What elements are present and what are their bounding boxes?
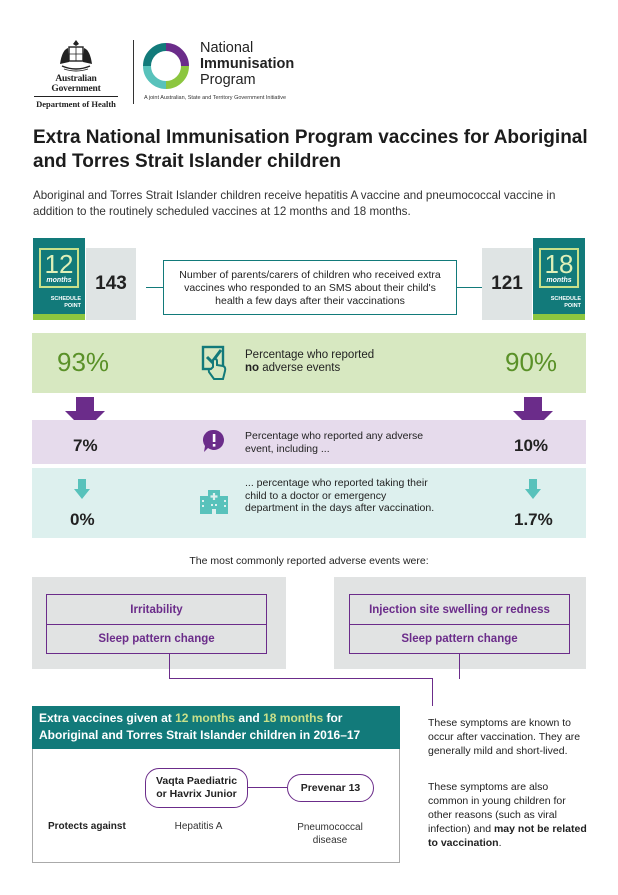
disease-pneumococcal-line-1: Pneumococcal: [297, 822, 363, 833]
extra-vaccines-heading-line-2: Aboriginal and Torres Strait Islander ch…: [39, 728, 361, 742]
event-item: Injection site swelling or redness: [369, 603, 550, 616]
badge-unit: months: [546, 277, 572, 284]
program-line-1: National: [200, 40, 254, 56]
any-adverse-band: [32, 420, 586, 464]
down-arrow-icon: [525, 479, 541, 499]
badge-label-line-2: POINT: [564, 303, 581, 309]
gov-name: Australian Government: [51, 74, 101, 94]
count-18: 121: [482, 248, 532, 320]
vaccine-pneumococcal: Prevenar 13: [287, 774, 374, 802]
any-adverse-pct-12: 7%: [73, 436, 98, 455]
no-adverse-text: Percentage who reported no adverse event…: [245, 349, 374, 375]
badge-frame: 12 months: [39, 248, 79, 288]
program-tagline: A joint Australian, State and Territory …: [144, 95, 287, 101]
no-adverse-line-1: Percentage who reported: [245, 349, 375, 361]
symptom-note-2-text: These symptoms are also common in young …: [428, 781, 566, 835]
badge-frame: 18 months: [539, 248, 579, 288]
arrow-left: [146, 287, 163, 288]
vaccine-link-line: [247, 787, 287, 788]
program-ring-icon: [143, 43, 189, 89]
no-adverse-band: [32, 333, 586, 393]
intro-text: Aboriginal and Torres Strait Islander ch…: [33, 189, 556, 218]
coat-of-arms-icon: [60, 40, 92, 72]
connector-line: [169, 654, 170, 679]
badge-label-line-1: SCHEDULE: [550, 296, 581, 302]
no-adverse-rest: adverse events: [259, 362, 341, 374]
any-adverse-pct-18: 10%: [514, 436, 549, 455]
any-adverse-text: Percentage who reported any adverse even…: [245, 430, 424, 455]
badge-label: SCHEDULE POINT: [33, 296, 81, 310]
doctor-visit-pct-18: 1.7%: [514, 510, 553, 529]
vaccine-hep-a-line-2: or Havrix Junior: [156, 788, 237, 800]
heading-12-months: 12 months: [175, 711, 236, 725]
badge-bar: [33, 314, 85, 320]
page-title: Extra National Immunisation Program vacc…: [33, 127, 588, 172]
gov-dept: Department of Health: [36, 99, 116, 109]
schedule-badge-18: 18 months SCHEDULE POINT: [533, 238, 585, 320]
connector-line: [459, 654, 460, 679]
count-12: 143: [86, 248, 136, 320]
program-line-3: Program: [200, 72, 256, 88]
extra-vaccines-heading-line-1: Extra vaccines given at 12 months and 18…: [39, 710, 393, 727]
government-logo: Australian Government Department of Heal…: [30, 38, 122, 109]
no-adverse-pct-12: 93%: [57, 347, 110, 377]
badge-label-line-2: POINT: [64, 303, 81, 309]
program-line-2: Immunisation: [200, 56, 295, 72]
heading-and: and: [235, 711, 264, 725]
disease-hep-a: Hepatitis A: [174, 821, 223, 832]
badge-unit: months: [46, 277, 72, 284]
doctor-visit-text: ... percentage who reported taking their…: [245, 477, 435, 514]
gov-divider: [34, 96, 118, 97]
badge-bar: [533, 314, 585, 320]
extra-vaccines-heading: Extra vaccines given at 12 months and 18…: [32, 706, 400, 749]
symptom-note-2-emphasis: may not be related to vaccination: [428, 823, 587, 849]
down-arrow-icon: [74, 479, 90, 499]
alert-icon: [203, 429, 224, 452]
doctor-visit-pct-12: 0%: [70, 510, 95, 529]
disease-pneumococcal: Pneumococcal disease: [280, 821, 380, 847]
extra-vaccines-body: [32, 749, 400, 863]
doctor-visit-band: [32, 468, 586, 538]
heading-prefix: Extra vaccines given at: [39, 711, 176, 725]
connector-line: [432, 678, 433, 706]
schedule-badge-12: 12 months SCHEDULE POINT: [33, 238, 85, 320]
connector-line: [169, 678, 433, 679]
no-adverse-line-2: no adverse events: [245, 362, 374, 375]
vaccine-hep-a: Vaqta Paediatric or Havrix Junior: [145, 768, 248, 808]
common-events-title: The most commonly reported adverse event…: [189, 555, 429, 567]
events-list-right: Injection site swelling or redness Sleep…: [349, 594, 570, 654]
heading-18-months: 18 months: [263, 711, 324, 725]
no-adverse-emphasis: no: [245, 362, 260, 374]
badge-number: 12: [44, 249, 74, 279]
checklist-hand-icon: [201, 345, 227, 380]
symptom-note-1: These symptoms are known to occur after …: [428, 717, 581, 757]
symptom-note-2-end: .: [498, 837, 502, 849]
program-name: National Immunisation Program: [200, 40, 294, 88]
down-arrow-icon: [513, 397, 553, 431]
badge-label: SCHEDULE POINT: [533, 296, 581, 310]
logo-divider: [133, 40, 134, 104]
heading-for: for: [323, 711, 343, 725]
no-adverse-pct-18: 90%: [505, 347, 558, 377]
events-list-left: Irritability Sleep pattern change: [46, 594, 267, 654]
down-arrow-icon: [65, 397, 105, 431]
event-item: Sleep pattern change: [47, 624, 266, 653]
arrow-right: [457, 287, 482, 288]
event-item: Irritability: [130, 603, 183, 616]
vaccine-hep-a-line-1: Vaqta Paediatric: [155, 775, 238, 787]
protects-against-label: Protects against: [48, 821, 126, 832]
badge-label-line-1: SCHEDULE: [50, 296, 81, 302]
badge-number: 18: [544, 249, 574, 279]
disease-pneumococcal-line-2: disease: [312, 835, 348, 846]
event-item: Sleep pattern change: [350, 624, 569, 653]
sms-description: Number of parents/carers of children who…: [163, 260, 457, 315]
symptom-note-2: These symptoms are also common in young …: [428, 780, 588, 850]
hospital-icon: [200, 490, 228, 514]
